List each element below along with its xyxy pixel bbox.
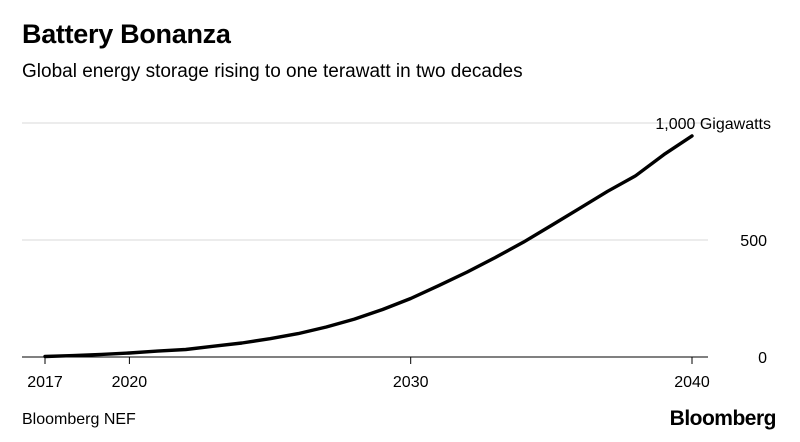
gridlines: [22, 122, 708, 241]
source-note: Bloomberg NEF: [22, 411, 136, 428]
y-tick-label-1000: 1,000 Gigawatts: [655, 116, 771, 133]
y-tick-label-500: 500: [740, 233, 767, 250]
chart-title: Battery Bonanza: [22, 19, 231, 49]
bloomberg-logo: Bloomberg: [669, 407, 777, 430]
x-tick-label-2017: 2017: [27, 374, 63, 391]
x-tick-label-2040: 2040: [674, 374, 710, 391]
tick-labels: 2017 2020 2030 2040 0 500 1,000 Gigawatts: [27, 116, 771, 391]
x-tick-label-2030: 2030: [393, 374, 429, 391]
chart-subtitle: Global energy storage rising to one tera…: [22, 61, 523, 82]
series-line-0: [43, 134, 694, 359]
x-axis: [22, 356, 708, 364]
plot-area: [43, 134, 694, 359]
x-tick-label-2020: 2020: [112, 374, 148, 391]
y-tick-label-0: 0: [758, 350, 767, 367]
